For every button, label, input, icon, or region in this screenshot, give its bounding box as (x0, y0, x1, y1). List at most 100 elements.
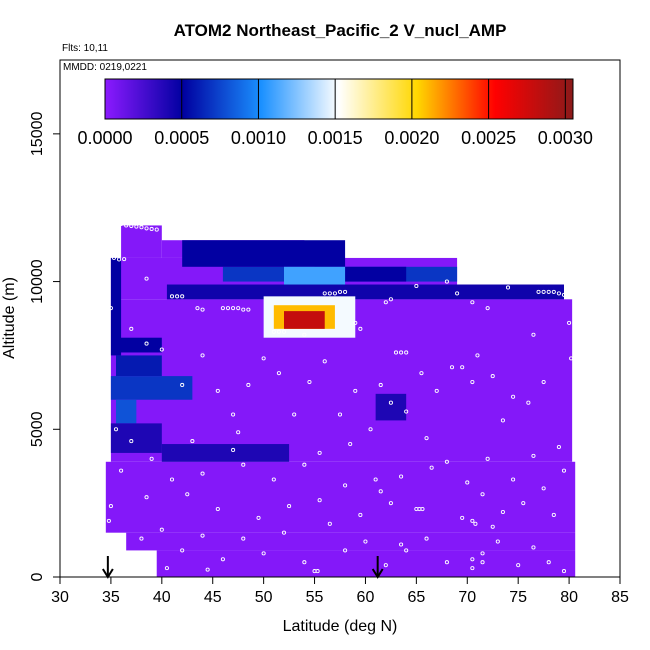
flight-track-point (246, 382, 251, 388)
colorbar-tick-label: 0.0010 (231, 128, 286, 148)
flight-track-point (117, 257, 122, 262)
heatmap-cell (375, 393, 407, 421)
flight-track-point (144, 495, 149, 500)
x-tick-label: 35 (102, 589, 120, 606)
flight-track-point (449, 365, 455, 370)
flight-track-point (434, 388, 439, 393)
flight-track-point (480, 492, 485, 497)
flight-track-point (231, 447, 236, 453)
flight-track-point (256, 515, 261, 520)
x-tick-label: 80 (560, 589, 578, 606)
flight-track-point (205, 567, 210, 572)
plot-frame (59, 59, 621, 578)
flight-track-point (460, 515, 465, 520)
heatmap-cell (156, 550, 576, 577)
flight-track-point (561, 468, 567, 473)
flight-track-point (378, 382, 383, 388)
flight-track-point (195, 306, 200, 311)
flight-track-point (139, 225, 144, 230)
flight-track-point (322, 291, 327, 296)
flight-track-point (122, 257, 127, 262)
flight-track-point (175, 294, 180, 299)
flight-track-point (236, 306, 241, 311)
flight-track-point (465, 480, 470, 485)
flight-track-point (429, 465, 434, 470)
flight-track-point (500, 418, 505, 423)
y-axis-label: Altitude (m) (1, 277, 18, 359)
flight-track-point (343, 289, 348, 294)
flight-track-point (317, 498, 322, 503)
flight-track-point (561, 292, 567, 297)
flight-track-point (531, 332, 536, 337)
flight-track-point (536, 289, 541, 294)
flight-track-point (556, 291, 561, 296)
flight-track-point (220, 557, 225, 562)
flight-track-point (368, 427, 373, 432)
flight-track-point (444, 279, 449, 284)
flight-track-point (531, 453, 536, 458)
flight-track-point (541, 486, 546, 491)
flight-track-point (414, 283, 419, 289)
flight-track-point (149, 226, 154, 232)
flight-track-point (505, 285, 511, 290)
flight-track-point (480, 560, 485, 565)
flight-track-point (444, 459, 449, 464)
flight-track-point (271, 329, 276, 334)
flight-track-point (164, 566, 169, 571)
flight-track-point (271, 477, 276, 482)
heatmap-cell (121, 225, 162, 258)
flight-track-point (302, 462, 307, 467)
x-tick-label: 45 (204, 589, 222, 606)
heatmap-cell (105, 461, 576, 533)
flight-track-point (180, 382, 185, 388)
flight-track-point (383, 563, 388, 568)
flight-track-point (399, 542, 404, 547)
flight-track-point (154, 227, 159, 232)
x-tick-label: 30 (51, 589, 69, 606)
heatmap-cell (116, 399, 137, 424)
flight-track-point (424, 436, 429, 441)
colorbar-tick-label: 0.0020 (384, 128, 439, 148)
heatmap-cell (110, 376, 193, 400)
heatmap-cell (161, 444, 290, 462)
flight-track-point (327, 291, 332, 296)
flight-track-point (180, 548, 185, 553)
x-tick-label: 40 (153, 589, 171, 606)
heatmap-cell (110, 423, 162, 453)
flight-track-point (358, 326, 363, 331)
chart-title: ATOM2 Northeast_Pacific_2 V_nucl_AMP (174, 21, 507, 40)
flight-track-point (307, 379, 312, 385)
flight-track-point (343, 548, 348, 553)
flight-track-point (108, 504, 113, 509)
flight-track-point (113, 427, 119, 432)
flight-track-point (317, 450, 322, 455)
y-tick-label: 10000 (29, 259, 46, 304)
x-tick-label: 85 (611, 589, 629, 606)
flight-track-point (378, 489, 383, 494)
flight-track-point (526, 400, 531, 405)
flight-track-point (302, 332, 307, 337)
flight-track-point (106, 518, 111, 523)
flight-track-point (388, 297, 393, 302)
flight-track-point (144, 276, 149, 281)
heatmap-cell (116, 355, 162, 377)
flight-track-point (567, 320, 572, 325)
x-tick-label: 60 (357, 589, 375, 606)
date-annotation: MMDD: 0219,0221 (63, 62, 147, 73)
flight-track-point (119, 221, 124, 227)
flight-track-point (281, 530, 287, 535)
flight-track-point (546, 289, 551, 294)
flight-track-point (531, 545, 536, 550)
flight-track-point (561, 569, 567, 574)
flight-track-point (134, 224, 139, 229)
flight-track-point (343, 483, 348, 488)
flight-track-point (129, 439, 134, 444)
flight-track-point (358, 512, 363, 518)
flight-track-point (292, 412, 297, 417)
colorbar-tick-label: 0.0025 (461, 128, 516, 148)
flight-track-point (327, 521, 332, 526)
flight-track-point (470, 566, 475, 571)
flight-track-point (404, 548, 409, 553)
flight-track-point (200, 307, 205, 312)
flight-track-point (108, 306, 113, 311)
